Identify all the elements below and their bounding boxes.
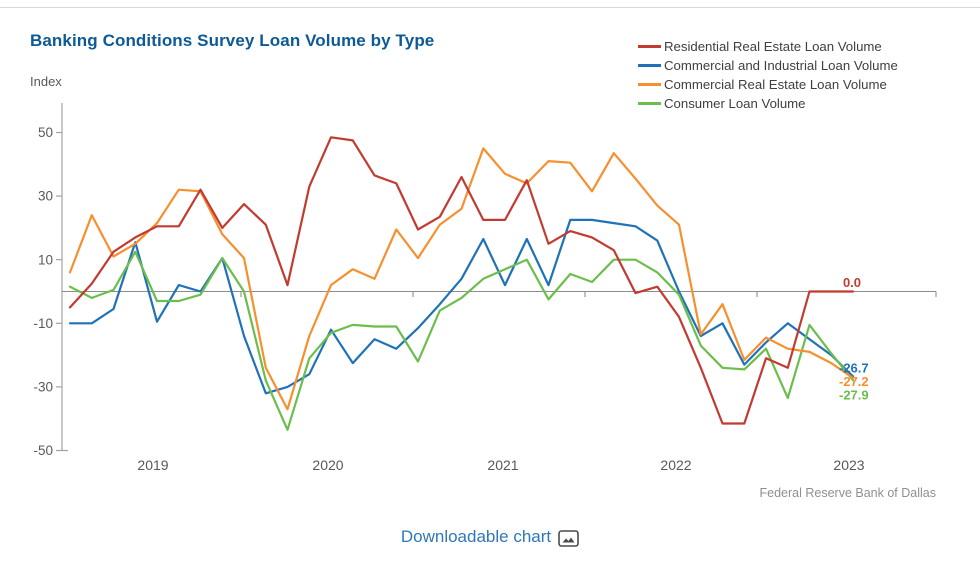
legend-swatch (638, 102, 661, 105)
series-line (68, 136, 855, 425)
y-tick-label: 30 (38, 189, 53, 204)
chart-legend: Residential Real Estate Loan Volume Comme… (638, 37, 898, 113)
legend-swatch (638, 83, 661, 86)
top-divider (0, 7, 980, 8)
legend-item: Commercial Real Estate Loan Volume (638, 75, 898, 94)
footer: Downloadable chart (0, 527, 980, 547)
legend-swatch (638, 64, 661, 67)
image-icon (558, 529, 579, 547)
chart-title: Banking Conditions Survey Loan Volume by… (30, 31, 435, 50)
x-tick-label: 2023 (833, 457, 864, 473)
y-tick-label: 50 (38, 125, 53, 140)
series-end-label: 0.0 (843, 275, 861, 290)
y-tick-label: -30 (33, 380, 53, 395)
x-tick-label: 2021 (487, 457, 518, 473)
source-attribution: Federal Reserve Bank of Dallas (759, 486, 936, 500)
downloadable-chart-link[interactable]: Downloadable chart (401, 527, 579, 547)
series-line (68, 250, 855, 431)
downloadable-chart-label: Downloadable chart (400, 527, 552, 546)
series-end-label: -27.9 (839, 388, 869, 403)
series-end-label: -27.2 (839, 374, 869, 389)
legend-swatch (638, 45, 661, 48)
y-tick-label: 10 (38, 252, 53, 267)
legend-label: Consumer Loan Volume (664, 96, 806, 111)
y-tick-label: -10 (33, 316, 53, 331)
y-axis-unit-label: Index (30, 74, 62, 89)
x-tick-label: 2022 (660, 457, 691, 473)
legend-item: Consumer Loan Volume (638, 94, 898, 113)
y-tick-label: -50 (33, 443, 53, 458)
x-tick-label: 2019 (137, 457, 168, 473)
series-end-label: -26.7 (839, 361, 869, 376)
legend-item: Residential Real Estate Loan Volume (638, 37, 898, 56)
series-line (68, 218, 855, 395)
y-axis (61, 103, 68, 452)
legend-item: Commercial and Industrial Loan Volume (638, 56, 898, 75)
x-tick-label: 2020 (312, 457, 343, 473)
legend-label: Commercial Real Estate Loan Volume (664, 77, 887, 92)
legend-label: Commercial and Industrial Loan Volume (664, 58, 898, 73)
legend-label: Residential Real Estate Loan Volume (664, 39, 882, 54)
